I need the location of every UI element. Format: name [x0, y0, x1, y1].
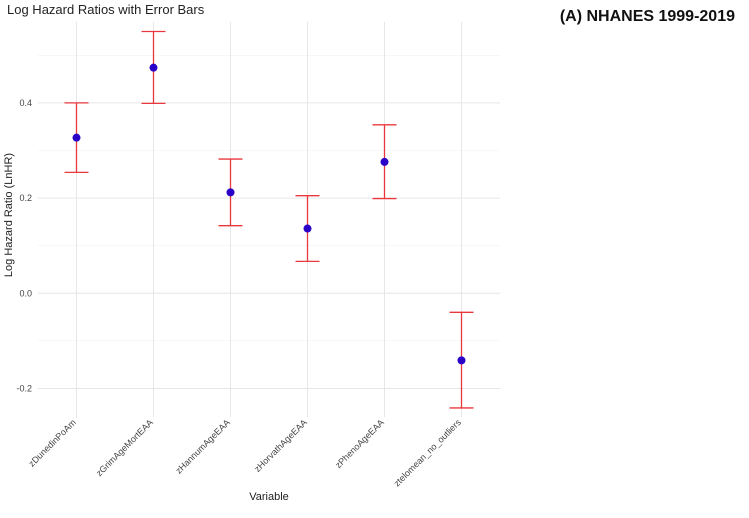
- x-tick-label: zPhenoAgeEAA: [333, 417, 386, 470]
- data-point: [380, 157, 389, 166]
- panel-label: (A) NHANES 1999-2019: [559, 8, 735, 25]
- x-axis-ticks: zDunedinPoAm zGrimAgeMortEAA zHannumAgeEAA…: [27, 417, 464, 488]
- y-tick-label: -0.2: [16, 383, 32, 393]
- data-point: [457, 356, 466, 365]
- data-point: [149, 63, 158, 72]
- y-axis-ticks: -0.2 0.0 0.2 0.4: [16, 98, 32, 394]
- y-axis-title: Log Hazard Ratio (LnHR): [3, 153, 15, 277]
- data-points: [72, 63, 466, 365]
- y-tick-label: 0.0: [19, 288, 32, 298]
- x-tick-label: zDunedinPoAm: [27, 417, 78, 468]
- chart-title: Log Hazard Ratios with Error Bars: [7, 2, 205, 17]
- data-point: [303, 224, 312, 233]
- x-tick-label: zHannumAgeEAA: [174, 417, 232, 475]
- x-axis-title: Variable: [249, 491, 289, 503]
- y-tick-label: 0.4: [19, 98, 32, 108]
- error-bars: [64, 30, 474, 409]
- data-point: [72, 133, 81, 142]
- data-point: [226, 188, 235, 197]
- x-tick-label: zGrimAgeMortEAA: [94, 417, 155, 478]
- grid: [38, 22, 500, 417]
- x-tick-label: ztelomean_no_outliers: [392, 417, 463, 488]
- x-tick-label: zHorvathAgeEAA: [252, 417, 309, 474]
- y-tick-label: 0.2: [19, 193, 32, 203]
